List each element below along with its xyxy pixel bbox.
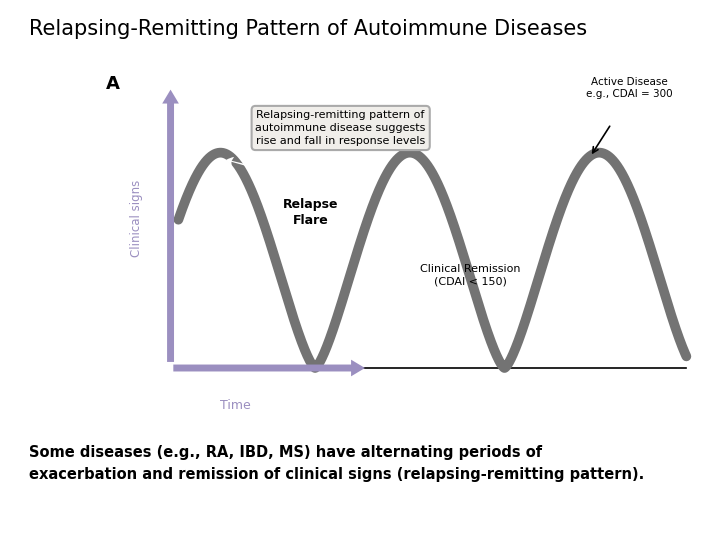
Text: Clinical signs: Clinical signs xyxy=(130,180,143,257)
Text: Time: Time xyxy=(220,399,251,413)
Text: Relapse
Flare: Relapse Flare xyxy=(283,198,338,227)
Text: Clinical Remission
(CDAI < 150): Clinical Remission (CDAI < 150) xyxy=(420,264,520,286)
Text: A: A xyxy=(107,75,120,92)
Text: Active Disease
e.g., CDAI = 300: Active Disease e.g., CDAI = 300 xyxy=(586,77,672,99)
Text: exacerbation and remission of clinical signs (relapsing-remitting pattern).: exacerbation and remission of clinical s… xyxy=(29,467,644,482)
Text: Some diseases (e.g., RA, IBD, MS) have alternating periods of: Some diseases (e.g., RA, IBD, MS) have a… xyxy=(29,446,542,461)
Text: Relapsing-Remitting Pattern of Autoimmune Diseases: Relapsing-Remitting Pattern of Autoimmun… xyxy=(29,19,587,39)
Text: Relapsing-remitting pattern of
autoimmune disease suggests
rise and fall in resp: Relapsing-remitting pattern of autoimmun… xyxy=(256,110,426,146)
FancyArrowPatch shape xyxy=(174,360,365,376)
FancyArrowPatch shape xyxy=(162,90,179,362)
